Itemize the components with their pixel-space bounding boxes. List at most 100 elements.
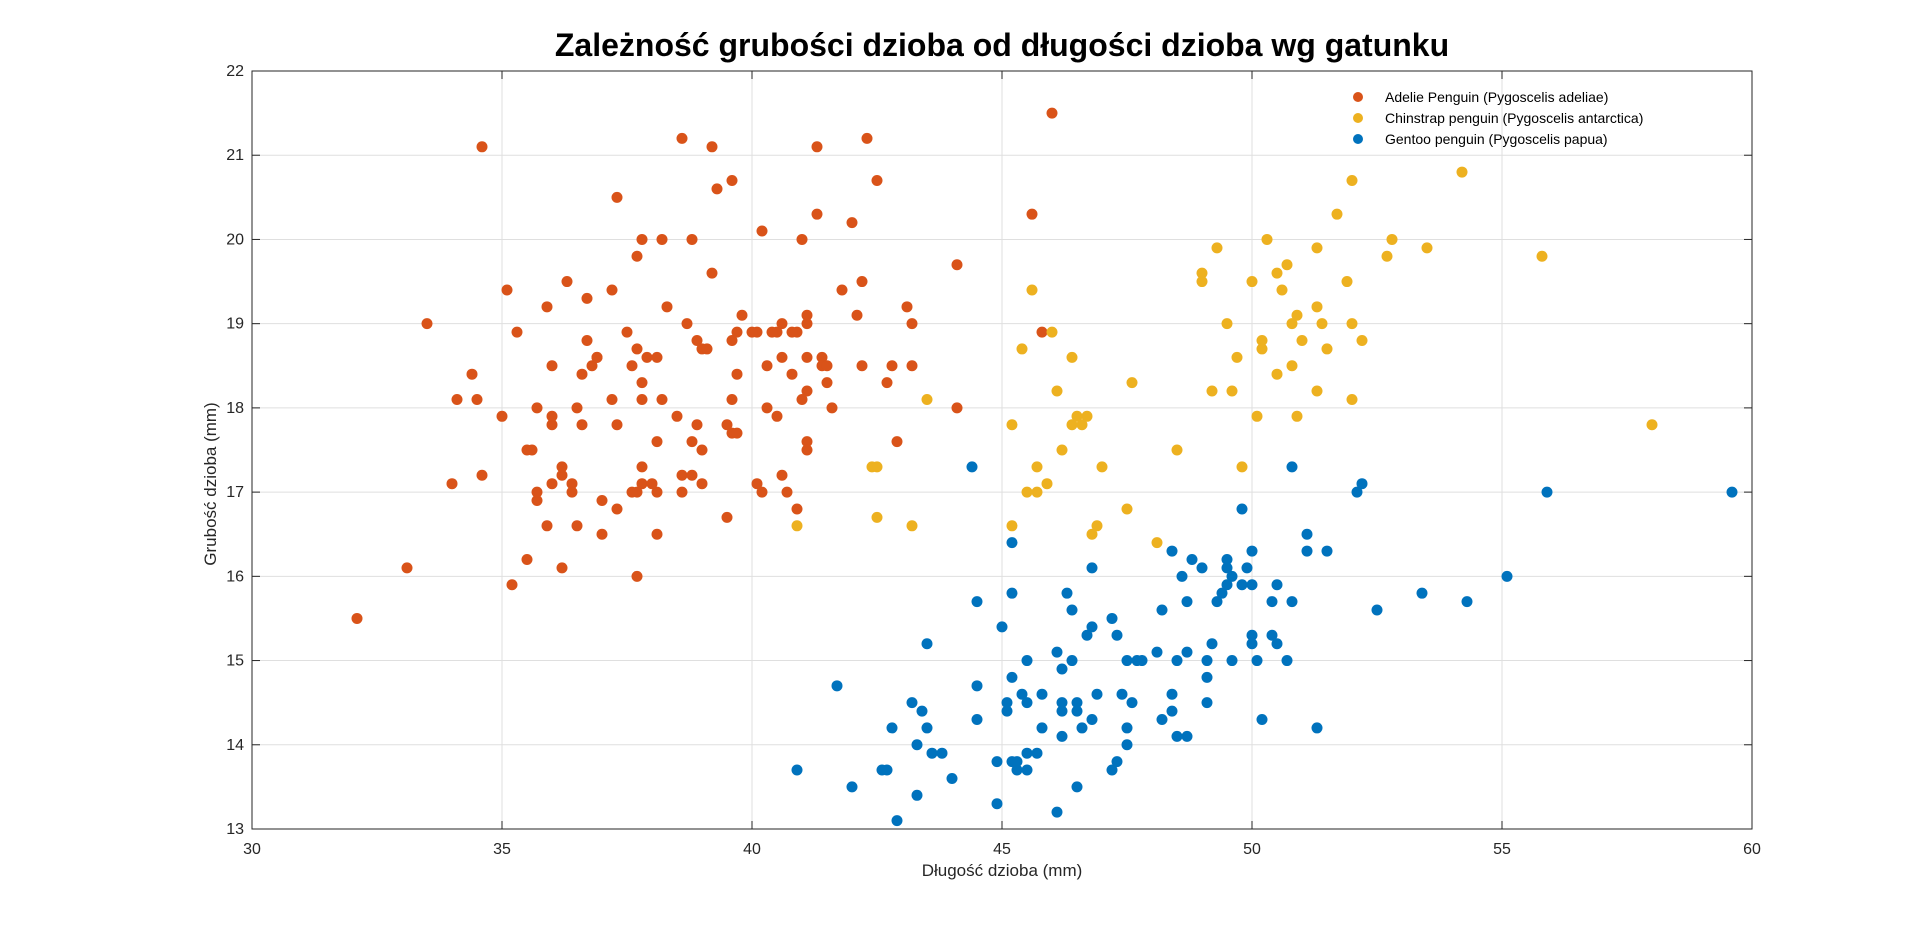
data-point	[681, 318, 693, 330]
y-tick-labels: 13 14 15 16 17 18 19 20 21 22	[226, 63, 244, 838]
data-point	[926, 747, 938, 759]
data-point	[701, 343, 713, 355]
data-point	[1281, 259, 1293, 271]
data-point	[1151, 646, 1163, 658]
data-point	[1266, 629, 1278, 641]
data-point	[1311, 722, 1323, 734]
data-point	[1021, 747, 1033, 759]
data-point	[831, 680, 843, 692]
data-point	[1346, 393, 1358, 405]
data-point	[1311, 242, 1323, 254]
data-point	[1236, 503, 1248, 515]
data-point	[1291, 309, 1303, 321]
data-point	[1076, 722, 1088, 734]
data-point	[1236, 461, 1248, 473]
data-point	[1066, 419, 1078, 431]
series-points-2	[791, 461, 1738, 827]
data-point	[821, 377, 833, 389]
data-point	[1246, 579, 1258, 591]
data-point	[916, 705, 928, 717]
data-point	[731, 326, 743, 338]
data-point	[1021, 486, 1033, 498]
series-points-1	[791, 166, 1658, 549]
data-point	[546, 410, 558, 422]
data-point	[921, 393, 933, 405]
x-tick-label: 60	[1743, 841, 1761, 858]
data-point	[1031, 461, 1043, 473]
data-point	[726, 335, 738, 347]
y-tick-label: 15	[226, 653, 244, 670]
legend-marker	[1353, 92, 1363, 102]
data-point	[1066, 351, 1078, 363]
data-point	[1196, 562, 1208, 574]
data-point	[761, 360, 773, 372]
data-point	[1051, 806, 1063, 818]
data-point	[1271, 638, 1283, 650]
data-point	[1271, 368, 1283, 380]
data-point	[1056, 444, 1068, 456]
data-point	[1221, 562, 1233, 574]
data-point	[656, 393, 668, 405]
data-point	[1211, 242, 1223, 254]
data-point	[696, 444, 708, 456]
y-tick-label: 18	[226, 400, 244, 417]
data-point	[871, 174, 883, 186]
data-point	[776, 469, 788, 481]
data-point	[1256, 335, 1268, 347]
data-point	[1011, 756, 1023, 768]
data-point	[1006, 671, 1018, 683]
data-point	[776, 318, 788, 330]
data-point	[1111, 629, 1123, 641]
data-point	[1156, 714, 1168, 726]
data-point	[671, 410, 683, 422]
data-point	[1041, 478, 1053, 490]
data-point	[1221, 553, 1233, 565]
data-point	[736, 309, 748, 321]
data-point	[786, 326, 798, 338]
data-point	[1301, 528, 1313, 540]
data-point	[1356, 335, 1368, 347]
data-point	[791, 764, 803, 776]
data-point	[1266, 596, 1278, 608]
data-point	[746, 326, 758, 338]
data-point	[546, 419, 558, 431]
data-point	[861, 132, 873, 144]
data-point	[636, 377, 648, 389]
data-point	[1176, 570, 1188, 582]
data-point	[1221, 579, 1233, 591]
data-point	[951, 402, 963, 414]
data-point	[1646, 419, 1658, 431]
data-point	[886, 722, 898, 734]
data-point	[911, 739, 923, 751]
data-point	[476, 469, 488, 481]
data-point	[801, 444, 813, 456]
data-point	[1246, 629, 1258, 641]
data-point	[1006, 537, 1018, 549]
data-point	[1286, 461, 1298, 473]
data-point	[541, 301, 553, 313]
data-point	[726, 393, 738, 405]
data-point	[571, 520, 583, 532]
data-point	[1051, 646, 1063, 658]
data-point	[1286, 318, 1298, 330]
data-point	[891, 815, 903, 827]
data-point	[581, 335, 593, 347]
data-point	[1106, 612, 1118, 624]
data-point	[1126, 377, 1138, 389]
data-point	[1071, 705, 1083, 717]
data-point	[1241, 562, 1253, 574]
data-point	[571, 402, 583, 414]
data-point	[751, 478, 763, 490]
data-point	[1311, 385, 1323, 397]
data-point	[641, 351, 653, 363]
data-point	[721, 511, 733, 523]
data-point	[1026, 284, 1038, 296]
y-tick-label: 13	[226, 821, 244, 838]
data-point	[1036, 688, 1048, 700]
data-point	[1271, 267, 1283, 279]
data-point	[911, 789, 923, 801]
data-point	[1126, 697, 1138, 709]
data-point	[626, 486, 638, 498]
data-point	[656, 233, 668, 245]
data-point	[556, 562, 568, 574]
